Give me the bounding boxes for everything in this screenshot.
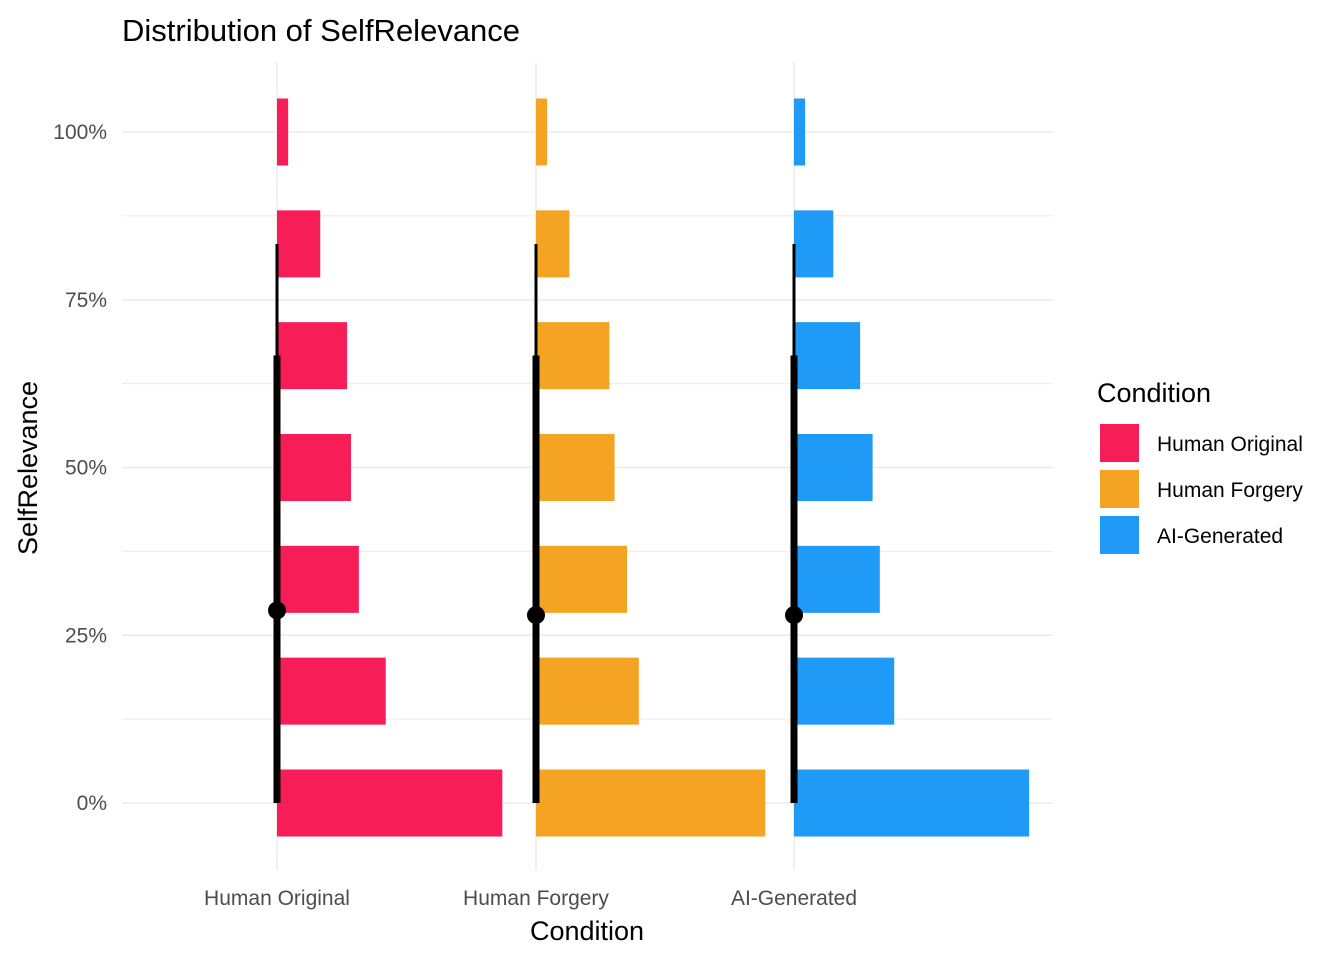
legend-title: Condition <box>1097 378 1211 408</box>
y-axis-ticks: 0% 25% 50% 75% 100% <box>53 121 107 815</box>
point-estimate-1 <box>527 606 545 625</box>
point-estimate-0 <box>268 601 286 620</box>
bar-0-2 <box>277 545 359 613</box>
y-tick-label: 0% <box>77 792 107 815</box>
bar-1-2 <box>536 545 628 613</box>
bar-2-4 <box>794 322 861 390</box>
y-axis-title: SelfRelevance <box>13 381 43 555</box>
bar-1-3 <box>536 434 615 501</box>
bar-0-3 <box>277 434 352 501</box>
x-tick-label: Human Forgery <box>463 887 609 910</box>
x-axis-ticks: Human Original Human Forgery AI-Generated <box>204 887 857 910</box>
bar-2-3 <box>794 434 873 501</box>
bar-0-4 <box>277 322 348 390</box>
y-tick-label: 25% <box>65 624 107 647</box>
bar-2-2 <box>794 545 880 613</box>
y-tick-label: 100% <box>53 121 107 144</box>
y-tick-label: 75% <box>65 289 107 312</box>
legend-key-2 <box>1100 516 1139 554</box>
bar-2-5 <box>794 210 834 278</box>
legend-key-1 <box>1100 470 1139 508</box>
bar-2-0 <box>794 769 1030 837</box>
bar-2-6 <box>794 98 806 166</box>
chart-title: Distribution of SelfRelevance <box>122 13 520 48</box>
x-tick-label: Human Original <box>204 887 350 910</box>
bar-2-1 <box>794 657 895 725</box>
bar-0-6 <box>277 98 289 166</box>
bar-1-1 <box>536 657 639 725</box>
x-axis-title: Condition <box>530 916 644 946</box>
bar-0-0 <box>277 769 503 837</box>
legend: Condition Human Original Human Forgery AI-… <box>1097 378 1303 554</box>
intervals <box>268 244 803 803</box>
y-tick-label: 50% <box>65 457 107 480</box>
bar-1-6 <box>536 98 548 166</box>
bar-0-1 <box>277 657 386 725</box>
x-tick-label: AI-Generated <box>731 887 857 910</box>
point-estimate-2 <box>785 606 803 625</box>
bar-1-0 <box>536 769 766 837</box>
legend-label-2: AI-Generated <box>1157 525 1283 548</box>
bar-1-5 <box>536 210 570 278</box>
bar-0-5 <box>277 210 321 278</box>
legend-key-0 <box>1100 424 1139 462</box>
legend-label-0: Human Original <box>1157 433 1303 456</box>
bars <box>277 98 1030 837</box>
bar-1-4 <box>536 322 610 390</box>
legend-label-1: Human Forgery <box>1157 479 1303 502</box>
